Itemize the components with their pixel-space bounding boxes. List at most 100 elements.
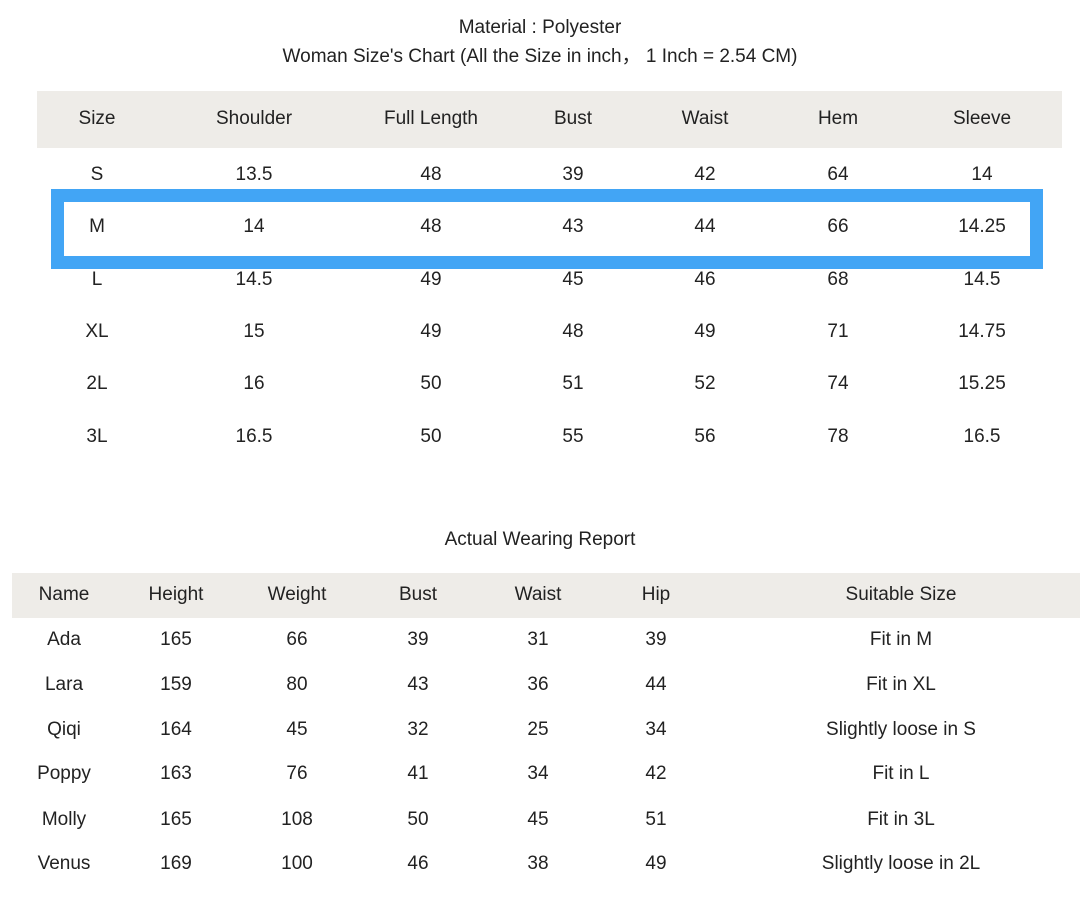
table-cell: 14 <box>971 164 993 185</box>
column-header: Hem <box>817 108 859 129</box>
table-cell: 100 <box>281 853 313 874</box>
column-header: Name <box>38 584 90 605</box>
table-cell: 39 <box>645 629 667 650</box>
table-cell: 3L <box>86 426 108 447</box>
table-cell: 16.5 <box>235 426 273 447</box>
table-cell: Venus <box>37 853 91 874</box>
column-header: Bust <box>553 108 593 129</box>
table-cell: Molly <box>41 809 87 830</box>
table-cell: 32 <box>407 719 429 740</box>
table-cell: 78 <box>827 426 849 447</box>
table-cell: 55 <box>562 426 584 447</box>
column-header: Weight <box>267 584 327 605</box>
size-chart-title: Woman Size's Chart (All the Size in inch… <box>282 46 798 67</box>
table-cell: 49 <box>645 853 667 874</box>
table-cell: 41 <box>407 763 429 784</box>
report-table-header <box>12 573 1080 618</box>
table-cell: Slightly loose in S <box>826 719 976 740</box>
column-header: Full Length <box>383 108 479 129</box>
size-table-header <box>37 91 1062 148</box>
report-title: Actual Wearing Report <box>444 529 636 550</box>
column-header: Waist <box>514 584 562 605</box>
table-cell: S <box>90 164 104 185</box>
table-cell: 50 <box>420 426 442 447</box>
table-cell: 48 <box>420 216 442 237</box>
column-header: Sleeve <box>952 108 1012 129</box>
table-cell: 74 <box>827 373 849 394</box>
table-cell: Fit in M <box>869 629 933 650</box>
table-cell: 43 <box>562 216 584 237</box>
table-cell: 14.25 <box>958 216 1006 237</box>
table-cell: 66 <box>286 629 308 650</box>
table-cell: Fit in XL <box>866 674 936 695</box>
table-cell: 68 <box>827 269 849 290</box>
table-cell: 25 <box>527 719 549 740</box>
table-cell: 159 <box>160 674 192 695</box>
table-cell: 50 <box>420 373 442 394</box>
column-header: Hip <box>641 584 671 605</box>
table-cell: 42 <box>645 763 667 784</box>
column-header: Shoulder <box>215 108 293 129</box>
table-cell: 39 <box>407 629 429 650</box>
table-cell: 45 <box>286 719 308 740</box>
table-cell: 42 <box>694 164 716 185</box>
table-cell: L <box>91 269 103 290</box>
table-cell: 16 <box>243 373 265 394</box>
table-cell: 38 <box>527 853 549 874</box>
table-cell: 13.5 <box>235 164 273 185</box>
table-cell: 45 <box>562 269 584 290</box>
table-cell: Qiqi <box>47 719 81 740</box>
table-cell: 164 <box>160 719 192 740</box>
table-cell: 64 <box>827 164 849 185</box>
table-cell: 14 <box>243 216 265 237</box>
table-cell: 14.5 <box>963 269 1001 290</box>
table-cell: 48 <box>562 321 584 342</box>
table-cell: 163 <box>160 763 192 784</box>
material-label: Material : Polyester <box>458 17 622 38</box>
table-cell: Fit in L <box>872 763 930 784</box>
column-header: Suitable Size <box>845 584 957 605</box>
table-cell: 80 <box>286 674 308 695</box>
table-cell: Slightly loose in 2L <box>821 853 981 874</box>
table-cell: 108 <box>281 809 313 830</box>
table-cell: Fit in 3L <box>867 809 935 830</box>
table-cell: 49 <box>694 321 716 342</box>
table-cell: 49 <box>420 321 442 342</box>
column-header: Waist <box>681 108 729 129</box>
table-cell: 46 <box>407 853 429 874</box>
table-cell: 44 <box>645 674 667 695</box>
table-cell: 34 <box>645 719 667 740</box>
table-cell: 44 <box>694 216 716 237</box>
table-cell: 51 <box>645 809 667 830</box>
column-header: Bust <box>398 584 438 605</box>
table-cell: 48 <box>420 164 442 185</box>
table-cell: 165 <box>160 809 192 830</box>
table-cell: 43 <box>407 674 429 695</box>
table-cell: 36 <box>527 674 549 695</box>
table-cell: XL <box>85 321 109 342</box>
table-cell: 39 <box>562 164 584 185</box>
table-cell: 51 <box>562 373 584 394</box>
table-cell: 34 <box>527 763 549 784</box>
column-header: Height <box>148 584 204 605</box>
table-cell: 16.5 <box>963 426 1001 447</box>
highlight-box-m <box>51 189 1043 269</box>
column-header: Size <box>78 108 116 129</box>
table-cell: 56 <box>694 426 716 447</box>
table-cell: 2L <box>86 373 108 394</box>
table-cell: 76 <box>286 763 308 784</box>
table-cell: 15 <box>243 321 265 342</box>
table-cell: 45 <box>527 809 549 830</box>
table-cell: 71 <box>827 321 849 342</box>
table-cell: Ada <box>47 629 81 650</box>
table-cell: 14.75 <box>958 321 1006 342</box>
table-cell: 52 <box>694 373 716 394</box>
table-cell: 15.25 <box>958 373 1006 394</box>
table-cell: 66 <box>827 216 849 237</box>
table-cell: 169 <box>160 853 192 874</box>
table-cell: 165 <box>160 629 192 650</box>
table-cell: 14.5 <box>235 269 273 290</box>
table-cell: 31 <box>527 629 549 650</box>
table-cell: 50 <box>407 809 429 830</box>
table-cell: Lara <box>44 674 84 695</box>
